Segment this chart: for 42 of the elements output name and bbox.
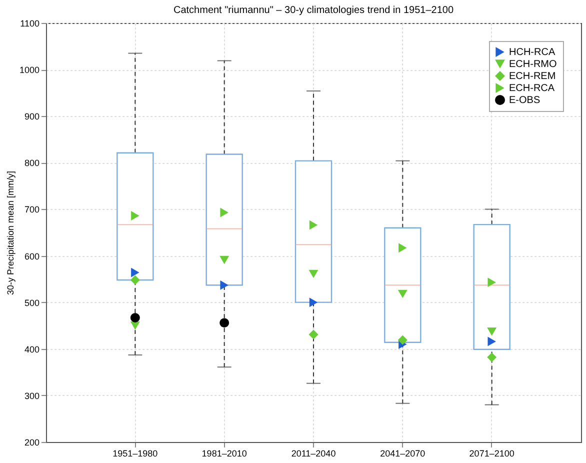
point — [308, 330, 318, 340]
y-tick-label: 1000 — [19, 65, 40, 76]
y-tick-label: 600 — [24, 251, 40, 262]
y-tick-label: 300 — [24, 390, 40, 401]
chart-title: Catchment "riumannu" – 30-y climatologies trend in 1951–2100 — [173, 5, 454, 16]
y-tick-label: 200 — [24, 438, 40, 448]
point — [487, 328, 497, 336]
y-tick-label: 400 — [24, 344, 40, 354]
point — [131, 268, 140, 278]
point — [220, 280, 228, 290]
point — [488, 278, 496, 288]
x-tick-label: 1981–2010 — [202, 448, 247, 458]
point — [398, 290, 408, 298]
legend-label: ECH-RCA — [509, 83, 555, 94]
y-tick-label: 1100 — [20, 18, 40, 28]
y-tick-label: 800 — [24, 158, 40, 168]
point — [220, 318, 230, 328]
point — [309, 220, 318, 230]
y-tick-label: 900 — [24, 112, 40, 122]
point — [220, 256, 230, 264]
legend-label: E-OBS — [509, 95, 540, 106]
point — [487, 352, 497, 362]
y-tick-label: 700 — [24, 204, 40, 215]
x-tick-label: 2011–2040 — [291, 448, 336, 458]
point — [220, 208, 228, 218]
legend-label: HCH-RCA — [509, 47, 556, 58]
point — [398, 335, 408, 345]
x-tick-label: 2041–2070 — [380, 448, 426, 458]
point — [309, 298, 318, 308]
y-tick-label: 500 — [24, 298, 40, 308]
point — [488, 336, 496, 346]
point — [130, 322, 140, 330]
point — [130, 312, 140, 322]
x-tick-label: 1951–1980 — [112, 448, 158, 458]
point — [308, 270, 318, 278]
point — [131, 210, 140, 220]
y-axis-title: 30-y Precipitation mean [mm/y] — [5, 170, 16, 296]
point — [130, 275, 140, 285]
x-tick-label: 2071–2100 — [469, 448, 514, 458]
legend-label: ECH-REM — [509, 71, 556, 82]
point — [398, 243, 407, 253]
legend-label: ECH-RMO — [509, 59, 557, 70]
